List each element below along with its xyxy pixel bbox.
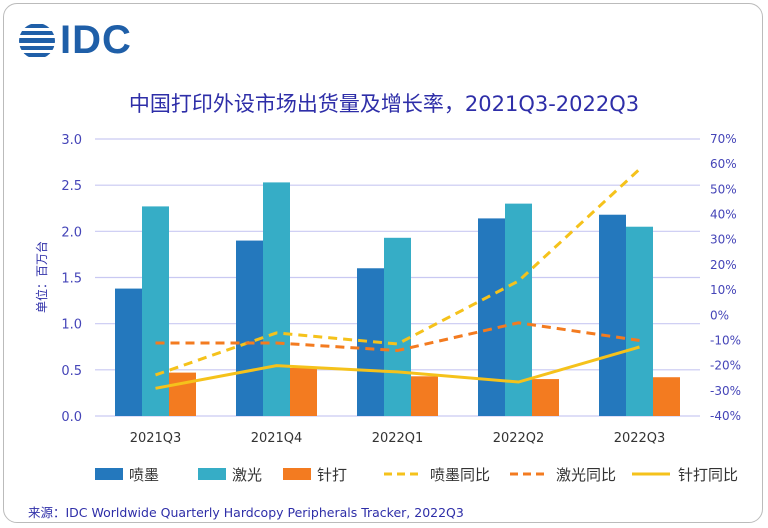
- bar-激光: [263, 182, 290, 416]
- bar-针打: [653, 377, 680, 416]
- bar-喷墨: [236, 240, 263, 416]
- y-tick-label: 1.0: [61, 318, 82, 333]
- y-tick-label: 3.0: [61, 133, 82, 148]
- bar-针打: [169, 372, 196, 416]
- y-axis-label: 单位：百万台: [34, 241, 49, 313]
- x-tick-label: 2022Q2: [493, 431, 545, 446]
- bar-针打: [290, 367, 317, 416]
- legend-label: 喷墨同比: [430, 466, 490, 484]
- bar-喷墨: [599, 214, 626, 416]
- legend-swatch: [283, 468, 311, 480]
- y2-tick-label: 0%: [710, 308, 729, 322]
- chart-frame: [3, 3, 763, 523]
- bar-针打: [411, 376, 438, 416]
- y-tick-label: 2.5: [61, 179, 82, 194]
- bar-激光: [384, 237, 411, 416]
- y2-tick-label: 30%: [710, 233, 737, 247]
- chart-title: 中国打印外设市场出货量及增长率，2021Q3-2022Q3: [128, 92, 640, 116]
- y2-tick-label: 70%: [710, 132, 737, 146]
- legend-swatch: [198, 468, 226, 480]
- y-tick-label: 0.0: [61, 410, 82, 425]
- y2-tick-label: 40%: [710, 208, 737, 222]
- x-tick-label: 2021Q3: [130, 431, 182, 446]
- bar-针打: [532, 379, 559, 416]
- y2-tick-label: 20%: [710, 258, 737, 272]
- legend-label: 激光同比: [556, 466, 616, 484]
- y2-tick-label: -30%: [710, 384, 741, 398]
- line-喷墨同比: [155, 168, 641, 377]
- bar-激光: [142, 206, 169, 416]
- legend-swatch: [95, 468, 123, 480]
- bar-激光: [505, 203, 532, 416]
- idc-logo-text: IDC: [60, 18, 132, 62]
- source-note: 来源：IDC Worldwide Quarterly Hardcopy Peri…: [28, 505, 464, 520]
- y2-tick-label: 60%: [710, 157, 737, 171]
- y2-tick-label: 10%: [710, 283, 737, 297]
- bar-喷墨: [478, 218, 505, 416]
- y-tick-label: 2.0: [61, 225, 82, 240]
- line-针打同比: [155, 345, 640, 390]
- y-tick-label: 0.5: [61, 364, 82, 379]
- y2-tick-label: 50%: [710, 182, 737, 196]
- x-tick-label: 2022Q1: [372, 431, 424, 446]
- legend-label: 针打同比: [678, 466, 738, 484]
- x-tick-label: 2021Q4: [251, 431, 303, 446]
- y2-tick-label: -40%: [710, 409, 741, 423]
- idc-globe-logo-icon: [19, 24, 55, 57]
- y2-tick-label: -10%: [710, 333, 741, 347]
- legend-label: 针打: [317, 466, 347, 484]
- bar-激光: [626, 226, 653, 416]
- legend-label: 喷墨: [129, 466, 159, 484]
- y2-tick-label: -20%: [710, 359, 741, 373]
- y-tick-label: 1.5: [61, 272, 82, 287]
- legend-label: 激光: [232, 466, 262, 484]
- line-激光同比: [155, 321, 640, 353]
- x-tick-label: 2022Q3: [614, 431, 666, 446]
- bar-喷墨: [115, 288, 142, 416]
